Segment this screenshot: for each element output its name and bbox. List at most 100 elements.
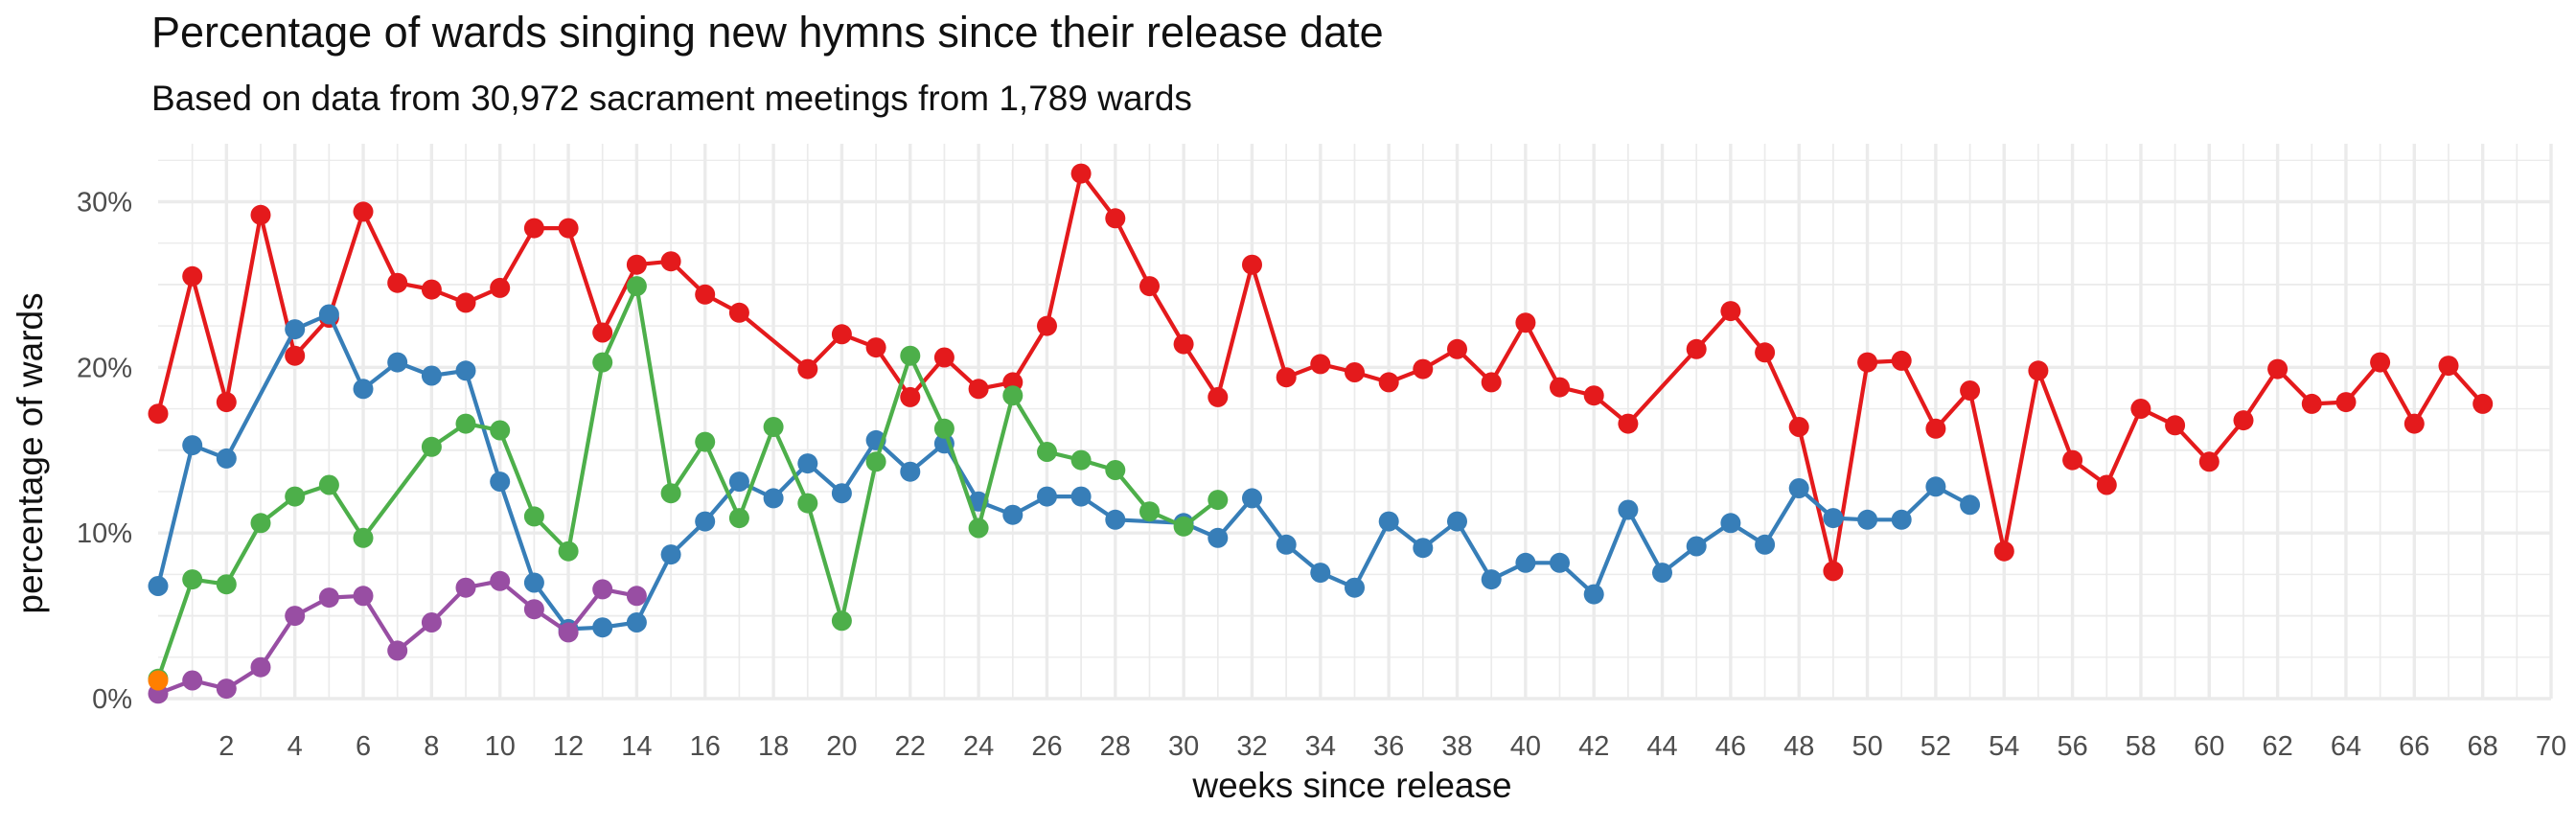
data-point xyxy=(1276,534,1297,555)
data-point xyxy=(1891,509,1912,530)
data-point xyxy=(285,606,306,627)
data-point xyxy=(1515,312,1536,334)
data-point xyxy=(353,201,374,222)
data-point xyxy=(353,379,374,400)
data-point xyxy=(250,656,271,678)
data-point xyxy=(933,418,954,439)
data-point xyxy=(1618,499,1639,520)
data-point xyxy=(695,431,716,452)
x-tick-label: 6 xyxy=(356,731,371,762)
data-point xyxy=(660,544,681,565)
data-point xyxy=(1993,540,2014,562)
data-point xyxy=(1378,511,1399,532)
x-tick-label: 4 xyxy=(288,731,303,762)
data-point xyxy=(865,451,886,472)
data-point xyxy=(1002,504,1024,525)
data-point xyxy=(2370,352,2391,373)
chart-title: Percentage of wards singing new hymns si… xyxy=(151,8,1384,57)
data-point xyxy=(558,622,579,643)
data-point xyxy=(318,587,339,609)
data-point xyxy=(421,612,442,632)
x-tick-label: 10 xyxy=(485,731,516,762)
data-point xyxy=(1618,413,1639,434)
data-point xyxy=(660,483,681,504)
data-point xyxy=(1960,380,1981,401)
data-point xyxy=(1105,460,1126,480)
data-point xyxy=(1037,486,1057,507)
x-tick-label: 64 xyxy=(2331,731,2361,762)
x-tick-label: 8 xyxy=(424,731,439,762)
data-point xyxy=(1310,354,1331,375)
data-point xyxy=(455,413,476,434)
data-point xyxy=(1686,338,1707,359)
data-point xyxy=(831,610,852,632)
x-tick-label: 18 xyxy=(758,731,789,762)
data-point xyxy=(797,358,818,380)
data-point xyxy=(387,640,408,661)
data-point xyxy=(1208,386,1229,407)
series-3 xyxy=(148,276,1229,689)
data-point xyxy=(523,572,544,593)
data-point xyxy=(1755,342,1776,363)
data-point xyxy=(1925,476,1946,497)
y-tick-label: 30% xyxy=(77,187,132,218)
x-tick-label: 34 xyxy=(1305,731,1336,762)
data-point xyxy=(592,322,613,343)
chart-subtitle: Based on data from 30,972 sacrament meet… xyxy=(151,79,1192,118)
data-point xyxy=(1720,301,1741,322)
data-point xyxy=(1242,488,1262,509)
data-point xyxy=(1070,163,1092,184)
data-point xyxy=(968,379,989,400)
data-point xyxy=(1857,352,1878,373)
data-point xyxy=(626,612,647,632)
data-point xyxy=(148,576,169,596)
x-tick-label: 42 xyxy=(1578,731,1609,762)
data-point xyxy=(318,474,339,495)
data-point xyxy=(1960,494,1981,516)
data-point xyxy=(1447,511,1467,532)
data-point xyxy=(2062,449,2083,471)
data-point xyxy=(1345,362,1365,382)
data-point xyxy=(1037,442,1057,462)
data-point xyxy=(1070,486,1092,507)
x-axis-ticks: 2 4 6 8 10 12 14 16 18 20 22 24 26 28 30 32 34 36 38 40 42 44… xyxy=(218,731,2566,762)
data-point xyxy=(626,254,647,275)
data-point xyxy=(592,579,613,600)
minor-gridlines xyxy=(158,144,2551,699)
data-point xyxy=(1755,534,1776,555)
data-point xyxy=(1788,478,1809,498)
x-tick-label: 22 xyxy=(895,731,926,762)
data-point xyxy=(1720,513,1741,534)
data-point xyxy=(1823,508,1844,529)
data-point xyxy=(490,420,511,441)
data-point xyxy=(1276,367,1297,388)
data-point xyxy=(968,518,989,539)
data-point xyxy=(1823,561,1844,582)
series-line xyxy=(155,311,1972,632)
data-point xyxy=(831,483,852,504)
series-layer xyxy=(148,163,2494,704)
x-tick-label: 60 xyxy=(2194,731,2224,762)
data-point xyxy=(216,392,237,413)
x-tick-label: 14 xyxy=(621,731,652,762)
data-point xyxy=(1173,516,1194,537)
x-tick-label: 52 xyxy=(1920,731,1951,762)
data-point xyxy=(490,472,511,493)
data-point xyxy=(797,453,818,474)
data-point xyxy=(2198,451,2220,472)
data-point xyxy=(387,272,408,293)
data-point xyxy=(285,486,306,507)
data-point xyxy=(455,577,476,598)
data-point xyxy=(285,345,306,366)
data-point xyxy=(1413,358,1434,380)
data-point xyxy=(523,506,544,527)
data-point xyxy=(2096,474,2117,495)
data-point xyxy=(558,540,579,562)
data-point xyxy=(216,448,237,469)
data-point xyxy=(1345,577,1365,598)
x-tick-label: 20 xyxy=(826,731,857,762)
x-tick-label: 36 xyxy=(1373,731,1404,762)
data-point xyxy=(900,461,921,482)
data-point xyxy=(1583,385,1604,406)
data-point xyxy=(1515,552,1536,573)
